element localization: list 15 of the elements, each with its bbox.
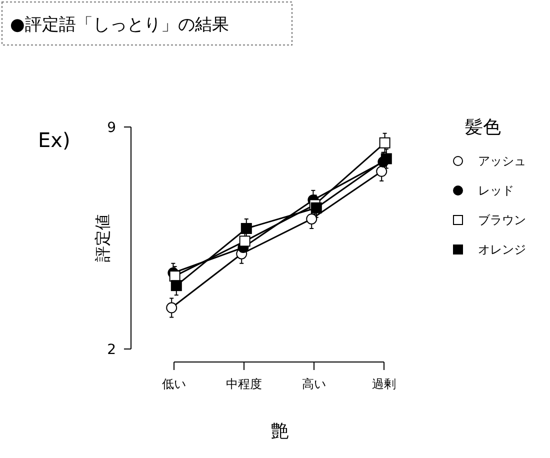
text: Ex) bbox=[38, 128, 70, 152]
y-tick-label: 9 bbox=[107, 120, 116, 136]
y-tick-label: 2 bbox=[107, 342, 116, 358]
chart-title: ●評定語「しっとり」の結果 bbox=[10, 15, 229, 35]
legend-label: アッシュ bbox=[478, 154, 526, 168]
legend-title: 髪色 bbox=[465, 117, 501, 138]
x-tick-label: 中程度 bbox=[226, 377, 262, 391]
legend-label: ブラウン bbox=[478, 213, 526, 228]
x-tick-label: 高い bbox=[302, 377, 326, 391]
x-tick-label: 過剰 bbox=[372, 377, 396, 391]
y-axis-title: 評定値 bbox=[93, 214, 112, 262]
x-axis-title: 艶 bbox=[271, 421, 289, 442]
x-tick-label: 低い bbox=[162, 377, 186, 391]
legend-label: オレンジ bbox=[478, 242, 526, 257]
legend-label: レッド bbox=[478, 184, 514, 198]
